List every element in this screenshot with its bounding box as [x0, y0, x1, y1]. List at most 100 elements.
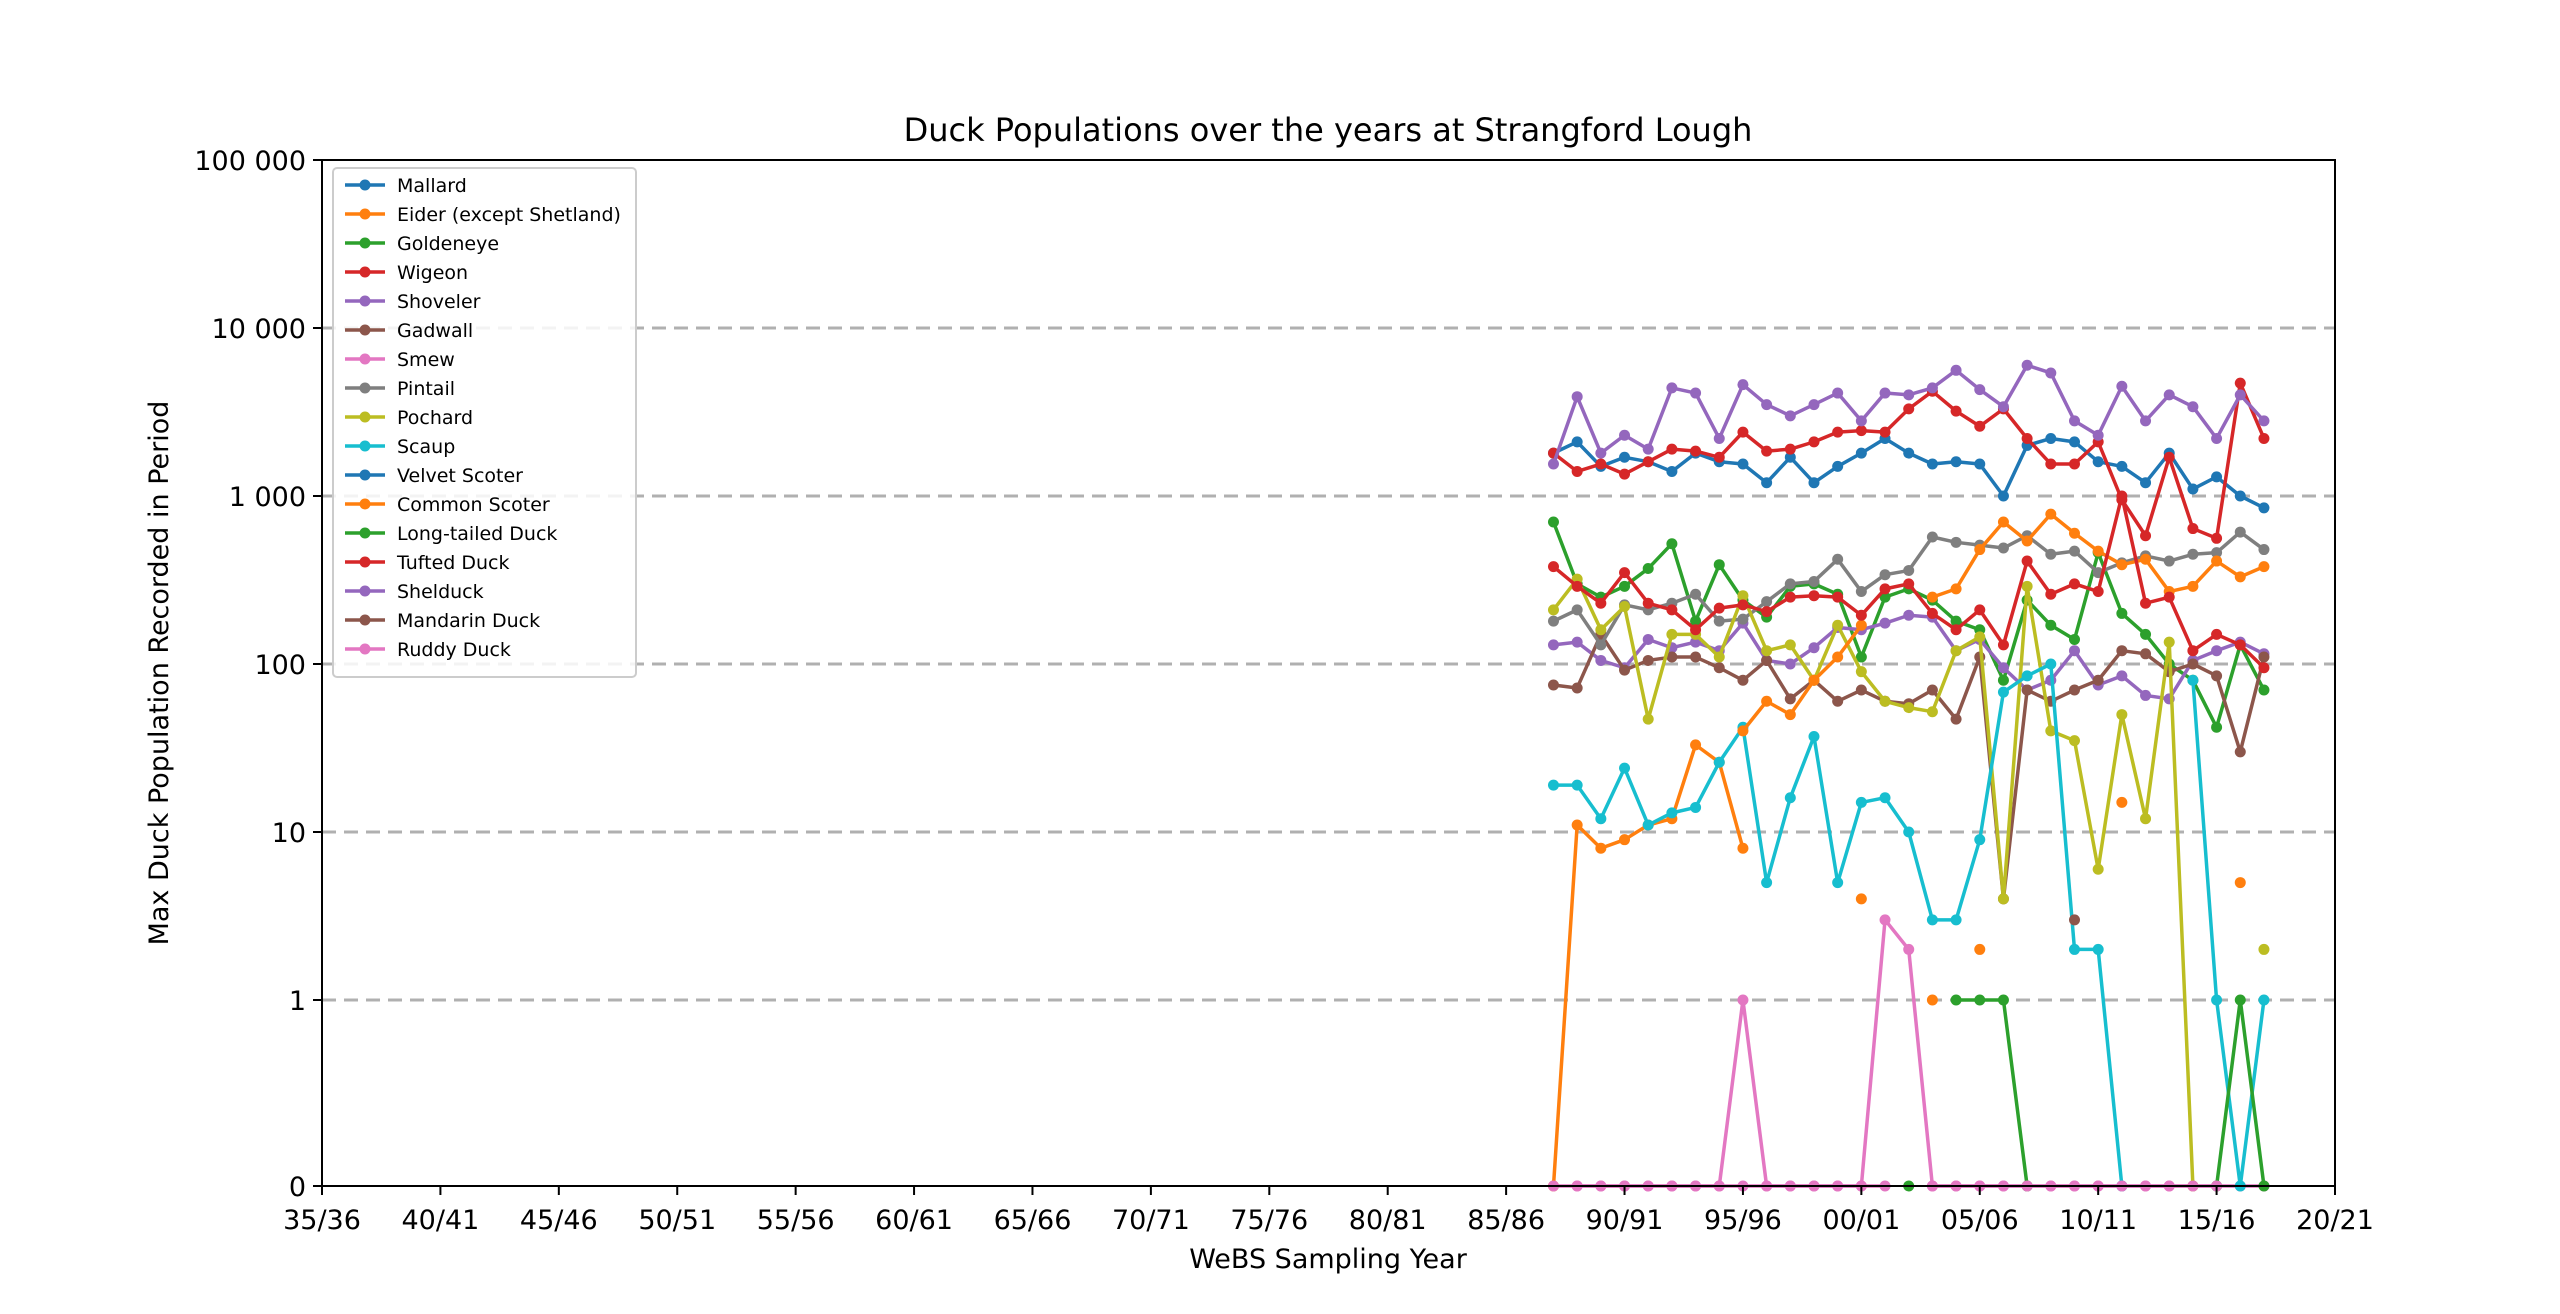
legend-swatch-marker — [359, 556, 371, 568]
x-tick-label: 70/71 — [1112, 1205, 1190, 1236]
y-tick-label: 100 000 — [194, 146, 306, 177]
data-point — [2211, 547, 2223, 559]
data-point — [1879, 617, 1891, 629]
y-tick-label: 1 000 — [229, 482, 306, 513]
legend-swatch-marker — [359, 295, 371, 307]
data-point — [2021, 359, 2033, 371]
data-point — [1784, 451, 1796, 463]
data-point — [2187, 580, 2199, 592]
data-point — [2140, 597, 2152, 609]
x-tick-label: 15/16 — [2178, 1205, 2256, 1236]
data-point — [2163, 636, 2175, 648]
data-point — [2021, 535, 2033, 547]
legend-item: Long-tailed Duck — [345, 523, 557, 545]
data-point — [1666, 651, 1678, 663]
data-point — [2068, 458, 2080, 470]
data-point — [1737, 725, 1749, 737]
data-point — [1832, 387, 1844, 399]
legend-swatch-marker — [359, 179, 371, 191]
data-point — [1571, 391, 1583, 403]
y-axis: 0 1 10 100 1 000 10 000 100 000 — [194, 146, 322, 1203]
x-tick-label: 80/81 — [1349, 1205, 1427, 1236]
data-point — [1926, 684, 1938, 696]
data-point — [1903, 826, 1915, 838]
data-point — [1547, 639, 1559, 651]
data-point — [1595, 624, 1607, 636]
data-point — [1879, 695, 1891, 707]
legend-swatch-marker — [359, 440, 371, 452]
data-point — [2140, 689, 2152, 701]
data-point — [2187, 548, 2199, 560]
data-point — [1690, 387, 1702, 399]
data-point — [1666, 465, 1678, 477]
data-point — [2068, 943, 2080, 955]
data-point — [2258, 415, 2270, 427]
data-point — [1666, 443, 1678, 455]
series-mandarin-duck — [2068, 914, 2080, 926]
legend-swatch-marker — [359, 585, 371, 597]
data-point — [2211, 532, 2223, 544]
data-point — [1832, 553, 1844, 565]
data-point — [1547, 615, 1559, 627]
legend-swatch-marker — [359, 382, 371, 394]
data-point — [1832, 877, 1844, 889]
data-point — [1595, 458, 1607, 470]
y-tick-label: 0 — [289, 1172, 306, 1203]
data-point — [2116, 460, 2128, 472]
data-point — [2234, 490, 2246, 502]
x-tick-label: 95/96 — [1704, 1205, 1782, 1236]
legend-label: Tufted Duck — [396, 552, 509, 574]
data-point — [1619, 600, 1631, 612]
legend-box — [332, 167, 637, 678]
legend-swatch-marker — [359, 614, 371, 626]
legend-item: Goldeneye — [345, 233, 499, 255]
data-point — [1642, 597, 1654, 609]
data-point — [1808, 575, 1820, 587]
data-point — [1690, 801, 1702, 813]
data-point — [1808, 731, 1820, 743]
data-point — [1926, 382, 1938, 394]
legend-swatch-marker — [359, 266, 371, 278]
data-point — [2021, 580, 2033, 592]
data-point — [2021, 684, 2033, 696]
data-point — [2211, 670, 2223, 682]
legend-item: Velvet Scoter — [345, 465, 523, 487]
x-tick-label: 20/21 — [2296, 1205, 2374, 1236]
data-point — [1974, 458, 1986, 470]
data-point — [2092, 863, 2104, 875]
data-point — [1666, 382, 1678, 394]
data-point — [2140, 553, 2152, 565]
data-point — [1737, 613, 1749, 625]
data-point — [1595, 654, 1607, 666]
data-point — [1926, 607, 1938, 619]
legend-label: Scaup — [397, 436, 455, 458]
data-point — [1713, 451, 1725, 463]
data-point — [1761, 606, 1773, 618]
data-point — [1974, 943, 1986, 955]
data-point — [2258, 432, 2270, 444]
series-tufted-duck — [1547, 490, 2270, 674]
data-point — [1761, 654, 1773, 666]
data-point — [2140, 648, 2152, 660]
legend-item: Pochard — [345, 407, 473, 429]
data-point — [2021, 432, 2033, 444]
legend-swatch-marker — [359, 527, 371, 539]
data-point — [2068, 735, 2080, 747]
data-point — [1761, 877, 1773, 889]
data-point — [1808, 436, 1820, 448]
data-point — [2045, 508, 2057, 520]
x-tick-label: 05/06 — [1941, 1205, 2019, 1236]
data-point — [1950, 645, 1962, 657]
data-point — [1879, 914, 1891, 926]
data-point — [1619, 580, 1631, 592]
data-point — [2045, 458, 2057, 470]
data-point — [2211, 628, 2223, 640]
data-point — [2187, 645, 2199, 657]
data-point — [1855, 586, 1867, 598]
x-axis: 35/36 40/41 45/46 50/51 55/56 60/61 65/66 70/71… — [283, 1186, 2374, 1236]
x-tick-label: 85/86 — [1467, 1205, 1545, 1236]
data-point — [1547, 679, 1559, 691]
data-point — [2021, 555, 2033, 567]
data-point — [2234, 377, 2246, 389]
data-point — [1761, 445, 1773, 457]
